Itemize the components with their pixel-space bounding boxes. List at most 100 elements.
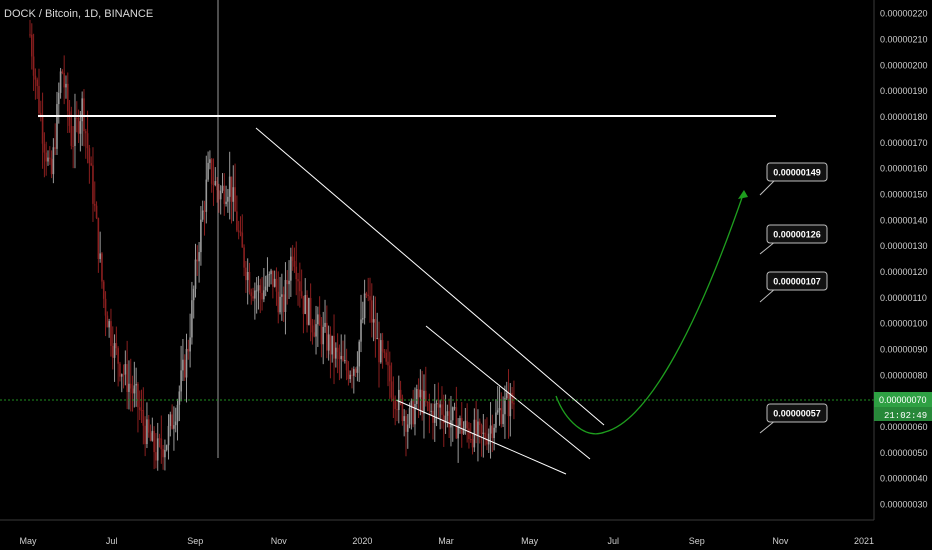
candle-body <box>424 390 427 402</box>
candle-body <box>286 279 289 285</box>
candle-body <box>351 374 353 376</box>
candle-body <box>322 326 325 345</box>
candle-body <box>410 400 413 409</box>
candle-body <box>178 391 181 405</box>
candle-body <box>308 298 310 325</box>
candle-body <box>365 293 368 295</box>
candle-body <box>408 408 411 425</box>
candle-body <box>282 294 285 312</box>
inner-channel-upper-line <box>425 325 591 460</box>
candle-body <box>320 325 323 345</box>
candle-body <box>124 364 127 375</box>
candle-body <box>358 341 361 367</box>
y-tick-label: 0.00000170 <box>880 138 928 148</box>
price-target-callout: 0.00000057 <box>759 403 828 434</box>
candle-body <box>223 185 226 204</box>
candle-body <box>500 408 503 425</box>
candle-body <box>272 270 274 287</box>
candle-body <box>281 294 283 297</box>
candle-body <box>448 411 450 428</box>
callout-pointer <box>759 178 777 196</box>
candle-body <box>250 292 253 297</box>
candle-body <box>354 369 357 373</box>
candle-body <box>284 279 287 312</box>
candle-body <box>302 296 305 314</box>
candle-body <box>254 290 256 299</box>
y-axis[interactable]: 0.00000220 0.00000210 0.00000200 0.00000190… <box>873 0 928 520</box>
candle-body <box>92 165 94 204</box>
candle-body <box>480 425 483 434</box>
candle-body <box>167 425 170 446</box>
candle-body <box>194 259 197 289</box>
candle-body <box>387 361 389 366</box>
candle-body <box>128 383 130 392</box>
x-tick-label: Mar <box>438 536 454 546</box>
candle-body <box>169 414 172 426</box>
candle-body <box>469 438 472 440</box>
candle-body <box>173 425 175 429</box>
candle-body <box>435 403 438 405</box>
candle-body <box>183 359 186 378</box>
callout-label: 0.00000126 <box>773 230 821 240</box>
candle-body <box>381 340 384 352</box>
y-tick-label: 0.00000040 <box>880 474 928 484</box>
candle-body <box>192 288 195 301</box>
callout-box <box>766 271 828 291</box>
candle-body <box>451 407 454 421</box>
candle-body <box>336 347 339 353</box>
candle-body <box>293 261 296 267</box>
candle-body <box>268 274 271 276</box>
candle-body <box>507 392 510 417</box>
candle-body <box>119 363 121 377</box>
price-target-callout: 0.00000126 <box>759 224 828 255</box>
candle-body <box>468 428 470 439</box>
candle-body <box>137 384 139 408</box>
x-tick-label: May <box>19 536 37 546</box>
candle-body <box>237 230 240 232</box>
callout-box <box>766 403 828 423</box>
candle-body <box>487 433 490 445</box>
candle-body <box>216 181 218 191</box>
candle-body <box>426 401 429 403</box>
candle-body <box>273 278 276 287</box>
candle-body <box>441 404 443 415</box>
candle-body <box>106 315 109 328</box>
candle-body <box>160 438 163 450</box>
candle-body <box>84 131 87 134</box>
candle-body <box>257 285 260 291</box>
candle-body <box>324 322 326 327</box>
callouts-layer: 0.00000149 0.00000126 0.00000107 0.00000057 <box>759 162 828 434</box>
candle-body <box>246 271 249 281</box>
candle-body <box>147 419 150 433</box>
candle-body <box>126 364 128 392</box>
candle-body <box>489 425 492 434</box>
candle-body <box>266 275 269 287</box>
x-tick-label: 2020 <box>352 536 372 546</box>
candle-body <box>135 384 137 386</box>
candle-body <box>155 452 157 461</box>
candle-body <box>72 145 74 147</box>
candle-body <box>421 389 423 414</box>
candle-body <box>376 338 378 340</box>
candle-body <box>390 381 393 398</box>
candle-body <box>86 133 89 149</box>
candle-body <box>505 392 508 399</box>
candle-body <box>185 348 188 378</box>
candle-body <box>63 72 65 88</box>
candle-body <box>460 418 463 434</box>
candle-body <box>496 410 499 413</box>
candle-body <box>335 347 337 359</box>
candle-body <box>459 418 461 426</box>
y-tick-label: 0.00000220 <box>880 9 928 19</box>
candle-body <box>111 345 114 358</box>
candle-body <box>295 266 298 280</box>
y-tick-label: 0.00000120 <box>880 267 928 277</box>
candle-body <box>61 71 64 73</box>
candle-body <box>504 398 506 415</box>
candle-body <box>210 159 213 184</box>
y-tick-label: 0.00000060 <box>880 422 928 432</box>
x-axis[interactable]: May Jul Sep Nov 2020 Mar May Jul Sep Nov 2021 <box>0 519 874 546</box>
x-tick-label: May <box>521 536 539 546</box>
candle-body <box>299 281 301 292</box>
